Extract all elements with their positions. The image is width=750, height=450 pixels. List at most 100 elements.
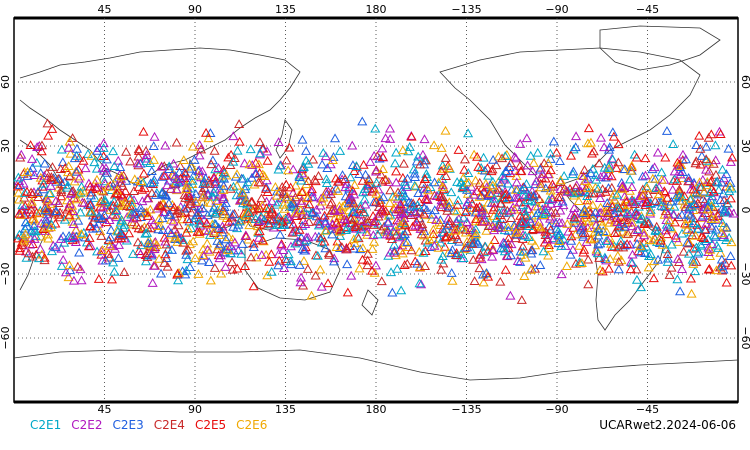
occultation-marker bbox=[14, 243, 25, 253]
occultation-marker bbox=[22, 166, 33, 176]
occultation-marker bbox=[57, 157, 68, 167]
occultation-marker bbox=[113, 253, 124, 262]
occultation-marker bbox=[294, 237, 305, 247]
occultation-marker bbox=[156, 188, 168, 198]
occultation-marker bbox=[97, 245, 108, 254]
occultation-marker bbox=[391, 229, 402, 239]
occultation-marker bbox=[161, 190, 172, 200]
coastline-segment bbox=[439, 47, 701, 191]
occultation-marker bbox=[135, 176, 147, 185]
occultation-marker bbox=[651, 221, 662, 231]
occultation-marker bbox=[131, 220, 142, 230]
occultation-marker bbox=[86, 187, 97, 197]
occultation-marker bbox=[314, 216, 325, 226]
occultation-marker bbox=[724, 206, 735, 216]
occultation-marker bbox=[556, 218, 568, 227]
occultation-marker bbox=[501, 149, 512, 159]
occultation-marker bbox=[517, 218, 528, 227]
occultation-marker bbox=[100, 255, 111, 265]
occultation-marker bbox=[368, 230, 379, 240]
occultation-marker bbox=[99, 176, 110, 186]
occultation-marker bbox=[174, 167, 185, 177]
occultation-marker bbox=[367, 265, 378, 275]
occultation-marker bbox=[20, 229, 31, 239]
occultation-marker bbox=[613, 139, 624, 149]
occultation-marker bbox=[383, 216, 394, 226]
occultation-marker bbox=[100, 195, 111, 204]
occultation-marker bbox=[662, 192, 673, 202]
occultation-marker bbox=[313, 171, 324, 180]
occultation-marker bbox=[100, 197, 111, 207]
occultation-marker bbox=[597, 266, 608, 276]
occultation-marker bbox=[601, 206, 612, 216]
occultation-marker bbox=[568, 144, 579, 154]
occultation-marker bbox=[414, 278, 425, 288]
occultation-marker bbox=[631, 264, 642, 274]
occultation-marker bbox=[543, 243, 555, 252]
occultation-marker bbox=[660, 225, 671, 235]
occultation-marker bbox=[16, 149, 27, 159]
occultation-marker bbox=[277, 216, 288, 226]
occultation-marker bbox=[221, 234, 232, 244]
occultation-marker bbox=[185, 223, 197, 233]
occultation-marker bbox=[318, 192, 329, 202]
occultation-marker bbox=[458, 182, 469, 192]
occultation-marker bbox=[622, 208, 633, 218]
occultation-marker bbox=[481, 225, 492, 235]
occultation-marker bbox=[619, 240, 630, 250]
occultation-marker bbox=[215, 250, 227, 260]
occultation-marker bbox=[429, 240, 440, 250]
occultation-marker bbox=[188, 236, 199, 246]
occultation-marker bbox=[202, 210, 213, 220]
occultation-marker bbox=[452, 199, 463, 209]
occultation-marker bbox=[248, 242, 259, 251]
occultation-marker bbox=[38, 224, 49, 233]
occultation-marker bbox=[297, 134, 308, 144]
occultation-marker bbox=[601, 236, 612, 246]
occultation-marker bbox=[111, 188, 122, 198]
occultation-marker bbox=[455, 219, 466, 229]
occultation-marker bbox=[145, 158, 156, 167]
occultation-marker bbox=[635, 282, 647, 292]
occultation-marker bbox=[341, 244, 352, 254]
occultation-marker bbox=[253, 232, 264, 242]
occultation-marker bbox=[474, 177, 485, 187]
occultation-marker bbox=[306, 186, 317, 196]
occultation-marker bbox=[486, 166, 497, 176]
occultation-marker bbox=[203, 226, 214, 235]
occultation-marker bbox=[600, 172, 611, 182]
occultation-marker bbox=[475, 249, 486, 259]
occultation-marker bbox=[378, 207, 389, 217]
occultation-marker bbox=[685, 195, 696, 204]
occultation-marker bbox=[262, 146, 273, 156]
occultation-marker bbox=[683, 208, 694, 218]
occultation-marker bbox=[390, 158, 401, 168]
occultation-marker bbox=[635, 241, 646, 251]
occultation-marker bbox=[478, 277, 489, 287]
occultation-marker bbox=[526, 210, 537, 220]
occultation-marker bbox=[181, 227, 192, 237]
occultation-marker bbox=[555, 175, 566, 185]
occultation-marker bbox=[419, 174, 430, 184]
occultation-marker bbox=[322, 278, 334, 288]
occultation-marker bbox=[66, 186, 78, 196]
occultation-marker bbox=[718, 229, 729, 239]
occultation-marker bbox=[156, 161, 167, 171]
occultation-marker bbox=[190, 196, 201, 206]
occultation-marker bbox=[543, 240, 554, 250]
occultation-marker bbox=[104, 252, 115, 262]
occultation-marker bbox=[296, 232, 307, 242]
occultation-marker bbox=[159, 257, 170, 267]
occultation-marker bbox=[104, 215, 115, 225]
occultation-marker bbox=[148, 177, 159, 187]
occultation-marker bbox=[116, 171, 127, 181]
occultation-marker bbox=[519, 182, 530, 192]
occultation-marker bbox=[669, 174, 680, 184]
occultation-marker bbox=[397, 145, 408, 155]
occultation-marker bbox=[656, 200, 667, 210]
occultation-marker bbox=[127, 248, 139, 258]
occultation-marker bbox=[503, 233, 514, 243]
occultation-marker bbox=[202, 244, 213, 254]
occultation-marker bbox=[306, 191, 317, 201]
